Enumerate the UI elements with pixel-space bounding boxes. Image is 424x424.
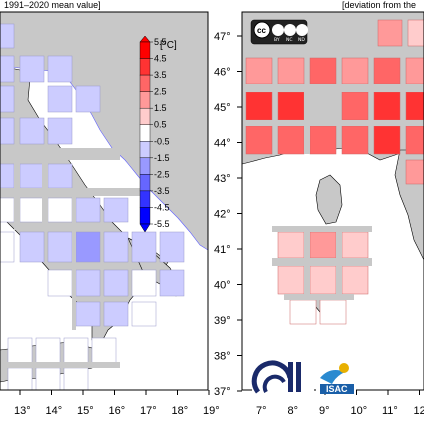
right-map-x-ticks: 7° 8° 9° 10° 11° 12° [256, 390, 424, 417]
cc-icon [253, 21, 271, 39]
colorbar-tick-label: 2.5 [154, 87, 167, 97]
right-map-x-tick-label: 12° [414, 405, 424, 417]
colorbar-unit: [°C] [160, 40, 177, 51]
right-map-y-tick-label: 37° [214, 386, 231, 398]
colorbar-bin [139, 41, 151, 59]
left-header-caption: 1991–2020 mean value] [4, 0, 101, 10]
svg-text:ISAC: ISAC [326, 384, 348, 394]
colorbar-bin [139, 190, 151, 208]
right-map-x-tick-label: 7° [256, 405, 267, 417]
nc-icon [284, 24, 296, 36]
colorbar-bin [139, 207, 151, 225]
colorbar-tick-label: 3.5 [154, 70, 167, 80]
colorbar-bin [139, 157, 151, 175]
left-map-panel [0, 11, 209, 391]
colorbar-tick-label: 1.5 [154, 103, 167, 113]
by-icon [272, 24, 284, 36]
right-map-land-corsica [315, 174, 343, 225]
left-map-x-tick-label: 18° [172, 405, 189, 417]
colorbar-bin [139, 107, 151, 125]
colorbar-tick-label: 4.5 [154, 54, 167, 64]
right-map-gridlines [242, 84, 424, 300]
colorbar-tick-label: -3.5 [154, 186, 170, 196]
right-map-y-tick-label: 47° [214, 31, 231, 43]
right-map-panel [241, 11, 424, 391]
colorbar-tick-label: -0.5 [154, 136, 170, 146]
colorbar-labels: 5.5 4.5 3.5 2.5 1.5 0.5 -0.5 -1.5 -2.5 -3.5 -4.5 -5… [150, 37, 170, 229]
left-map-gridlines [0, 148, 140, 368]
svg-text:ND: ND [298, 37, 305, 43]
colorbar-bin [139, 91, 151, 109]
colorbar-tick-label: -5.5 [154, 219, 170, 229]
svg-text:BY: BY [274, 37, 280, 43]
colorbar-bins [139, 41, 151, 225]
right-map-y-tick-label: 41° [214, 244, 231, 256]
right-map-y-tick-label: 44° [214, 138, 231, 150]
right-map-x-tick-label: 10° [351, 405, 368, 417]
colorbar: [°C] 5.5 4.5 3.5 2.5 1.5 0.5 -0.5 -1.5 -2.5 -3.5 -… [139, 35, 177, 233]
right-map-grid-cells [245, 19, 424, 325]
right-map-y-tick-label: 43° [214, 173, 231, 185]
colorbar-tick-label: -4.5 [154, 202, 170, 212]
right-map-y-tick-label: 45° [214, 102, 231, 114]
colorbar-bin [139, 124, 151, 142]
right-map-x-tick-label: 9° [319, 405, 330, 417]
left-map-x-tick-label: 15° [77, 405, 94, 417]
colorbar-bottom-arrow [139, 223, 151, 233]
isac-logo: ISAC [316, 360, 356, 394]
left-map-x-ticks: 13° 14° 15° 16° 17° 18° 19° [14, 390, 220, 417]
right-header-caption: [deviation from the [342, 0, 416, 10]
colorbar-tick-label: -1.5 [154, 153, 170, 163]
colorbar-bin [139, 74, 151, 92]
svg-text:NC: NC [286, 37, 293, 43]
nd-icon [296, 24, 308, 36]
cnr-logo [251, 354, 314, 396]
left-map-x-tick-label: 16° [109, 405, 126, 417]
cc-license-badge: cc BY NC ND [250, 19, 308, 45]
right-map-y-tick-label: 38° [214, 351, 231, 363]
right-map-y-tick-label: 46° [214, 67, 231, 79]
colorbar-bin [139, 58, 151, 76]
right-map-y-ticks: 47° 46° 45° 44° 43° 42° 41° 40° 39° 38° 37° [214, 31, 242, 398]
right-map-y-tick-label: 40° [214, 280, 231, 292]
right-map-y-tick-label: 42° [214, 209, 231, 221]
colorbar-tick-label: 0.5 [154, 120, 167, 130]
right-map-x-tick-label: 11° [382, 405, 398, 417]
colorbar-tick-label: 5.5 [154, 37, 167, 47]
colorbar-tick-label: -2.5 [154, 169, 170, 179]
left-map-x-tick-label: 17° [140, 405, 157, 417]
colorbar-bin [139, 174, 151, 192]
right-map-y-tick-label: 39° [214, 315, 231, 327]
left-map-grid-cells [0, 23, 185, 391]
left-map-x-tick-label: 13° [14, 405, 31, 417]
left-map-x-tick-label: 14° [46, 405, 63, 417]
svg-text:cc: cc [257, 26, 266, 35]
right-map-x-tick-label: 8° [288, 405, 299, 417]
colorbar-bin [139, 141, 151, 159]
left-map-x-tick-label: 19° [203, 405, 220, 417]
